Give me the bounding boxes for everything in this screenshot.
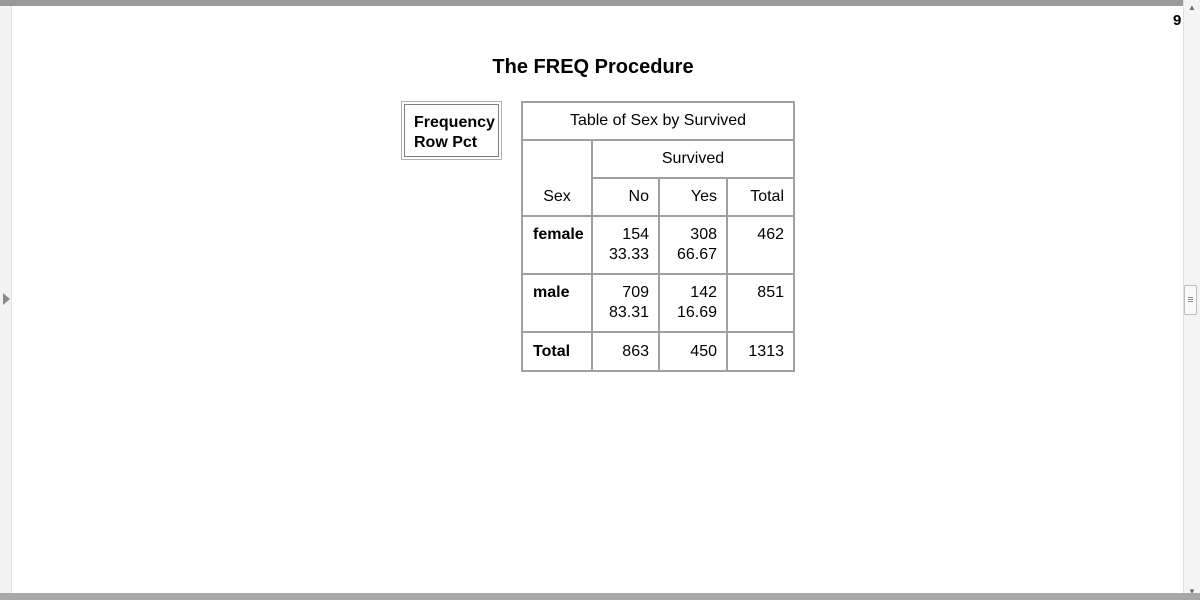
cell-row-pct: 33.33 [608, 246, 649, 263]
table-row: female 154 33.33 308 66.67 462 [521, 215, 795, 275]
cell-contents-key: Frequency Row Pct [401, 101, 502, 160]
table-cell: 154 33.33 [591, 215, 660, 275]
cell-frequency: 709 [622, 284, 649, 301]
expand-arrow-icon[interactable] [3, 293, 10, 305]
column-header-yes: Yes [658, 177, 728, 217]
scroll-up-arrow-icon[interactable]: ▲ [1188, 3, 1196, 12]
table-cell: 308 66.67 [658, 215, 728, 275]
cell-frequency: 142 [690, 284, 717, 301]
cell-frequency: 308 [690, 226, 717, 243]
row-label-total: Total [521, 331, 593, 372]
table-cell: 709 83.31 [591, 273, 660, 333]
cell-contents-key-inner: Frequency Row Pct [404, 104, 499, 157]
table-title: Table of Sex by Survived [521, 101, 795, 141]
row-label-female: female [521, 215, 593, 275]
total-cell-no: 863 [591, 331, 660, 372]
cell-row-pct: 66.67 [676, 246, 717, 263]
column-header-no: No [591, 177, 660, 217]
total-cell-grand: 1313 [726, 331, 795, 372]
column-variable-header: Survived [591, 139, 795, 179]
scrollbar-thumb[interactable] [1184, 285, 1197, 315]
key-frequency-label: Frequency [414, 114, 495, 131]
procedure-title: The FREQ Procedure [492, 56, 694, 78]
page-number: 9 [1173, 12, 1182, 29]
table-cell: 142 16.69 [658, 273, 728, 333]
crosstab-table: Table of Sex by Survived Sex Survived No… [521, 101, 795, 372]
key-row-pct-label: Row Pct [414, 134, 478, 151]
row-label-male: male [521, 273, 593, 333]
total-cell-yes: 450 [658, 331, 728, 372]
cell-frequency: 462 [757, 226, 784, 243]
total-row: Total 863 450 1313 [521, 331, 795, 372]
cell-row-pct: 83.31 [608, 304, 649, 321]
cell-frequency: 851 [757, 284, 784, 301]
top-border-bar [0, 0, 1200, 6]
scroll-down-arrow-icon[interactable]: ▼ [1188, 587, 1196, 596]
cell-frequency: 154 [622, 226, 649, 243]
column-header-total: Total [726, 177, 795, 217]
table-row: male 709 83.31 142 16.69 851 [521, 273, 795, 333]
grip-icon [1188, 297, 1193, 298]
cell-row-pct: 16.69 [676, 304, 717, 321]
horizontal-scrollbar[interactable] [0, 593, 1200, 600]
table-cell: 851 [726, 273, 795, 333]
table-cell: 462 [726, 215, 795, 275]
row-variable-header: Sex [521, 139, 593, 217]
